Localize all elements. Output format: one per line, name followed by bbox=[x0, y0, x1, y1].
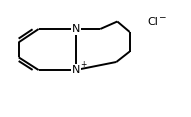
Text: −: − bbox=[158, 13, 165, 22]
Text: +: + bbox=[80, 60, 86, 69]
Text: N: N bbox=[71, 65, 80, 75]
Text: Cl: Cl bbox=[147, 16, 158, 27]
Text: N: N bbox=[71, 24, 80, 34]
